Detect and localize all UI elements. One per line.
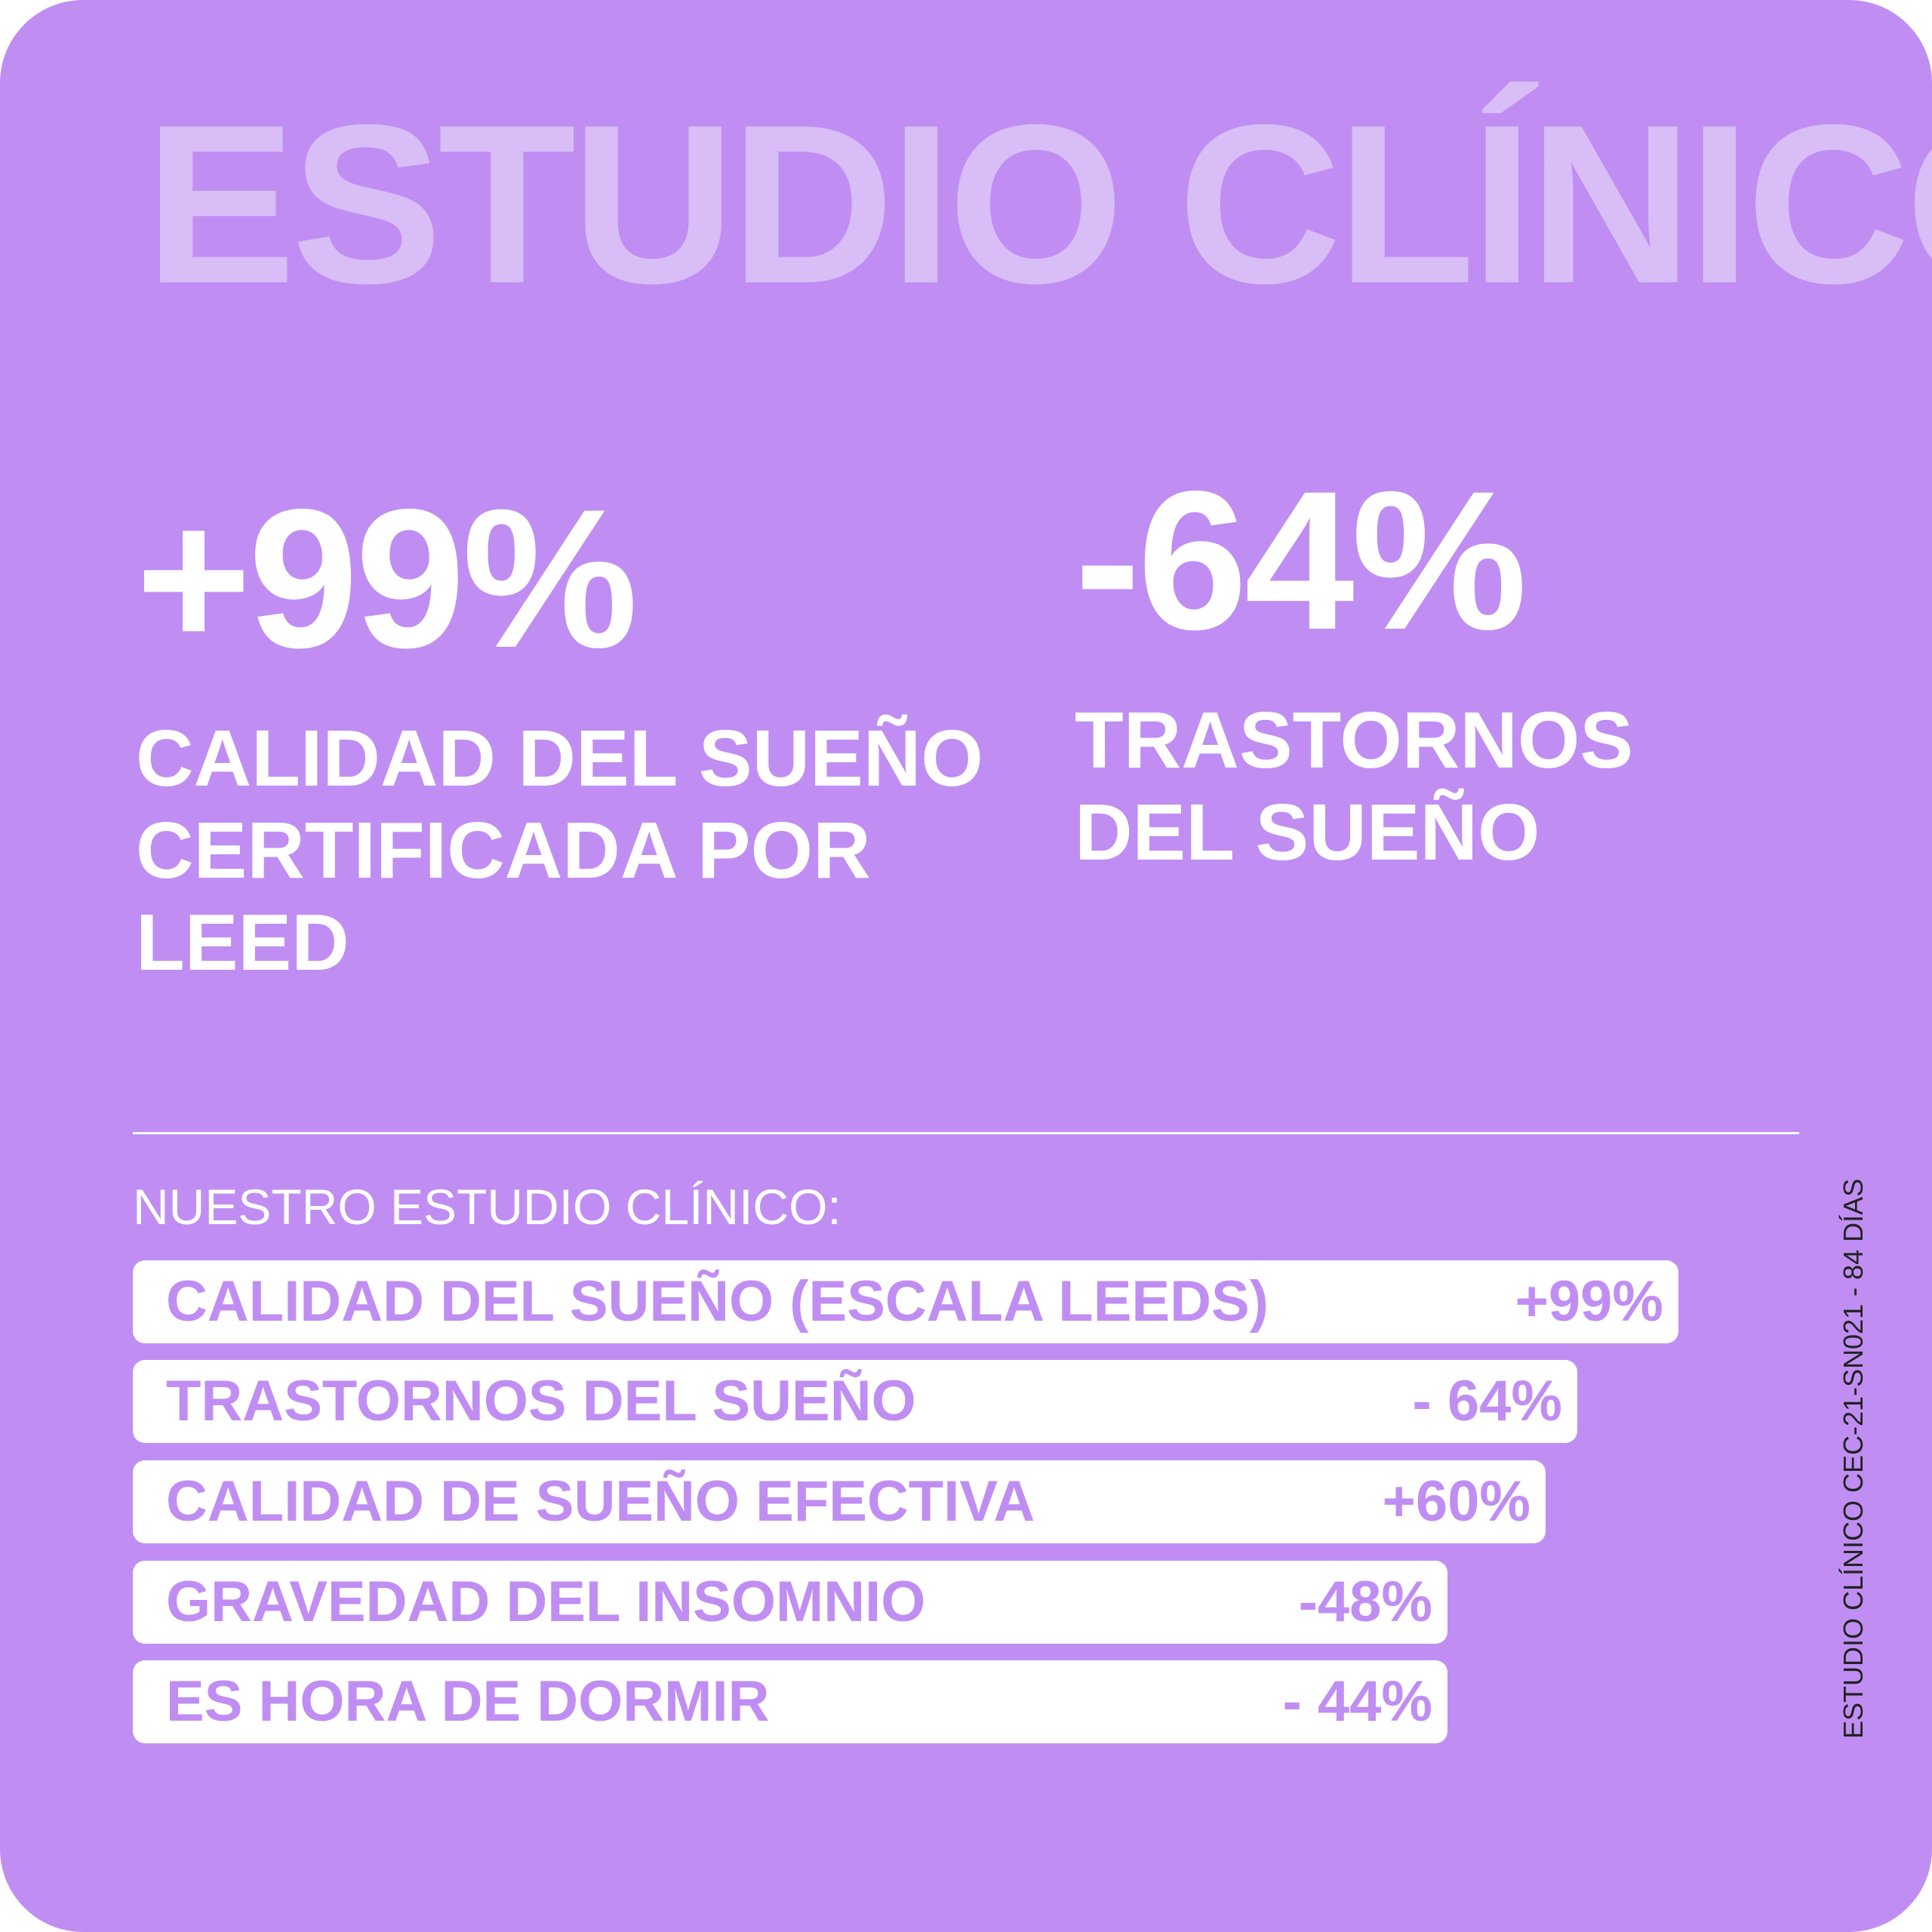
highlight-value: +99% xyxy=(136,468,638,689)
result-label: ES HORA DE DORMIR xyxy=(166,1669,770,1734)
highlight-label: TRASTORNOS DEL SUEÑO xyxy=(1075,696,1634,877)
result-label: TRASTORNOS DEL SUEÑO xyxy=(166,1369,916,1433)
result-row-insomnia-severity: GRAVEDAD DEL INSOMNIO -48% xyxy=(133,1561,1447,1644)
result-row-sleep-quality-leeds: CALIDAD DEL SUEÑO (ESCALA LEEDS) +99% xyxy=(133,1260,1678,1343)
result-value: +99% xyxy=(1515,1269,1664,1334)
result-row-bedtime: ES HORA DE DORMIR - 44% xyxy=(133,1660,1447,1743)
result-label: CALIDAD DE SUEÑO EFECTIVA xyxy=(166,1469,1035,1534)
result-value: +60% xyxy=(1382,1469,1531,1534)
highlight-value: -64% xyxy=(1075,450,1527,671)
highlight-sleep-quality: +99% CALIDAD DEL SUEÑO CERTIFICADA POR L… xyxy=(136,480,983,989)
page-title: ESTUDIO CLÍNICO xyxy=(145,77,1932,331)
result-row-sleep-disorders: TRASTORNOS DEL SUEÑO - 64% xyxy=(133,1360,1577,1443)
highlight-label: CALIDAD DEL SUEÑO CERTIFICADA POR LEED xyxy=(136,714,983,987)
result-label: CALIDAD DEL SUEÑO (ESCALA LEEDS) xyxy=(166,1269,1269,1334)
highlight-sleep-disorders: -64% TRASTORNOS DEL SUEÑO xyxy=(1075,462,1633,878)
study-reference-note: ESTUDIO CLÍNICO CEC-21-SN021 - 84 DÍAS xyxy=(1838,1178,1869,1739)
section-heading: NUESTRO ESTUDIO CLÍNICO: xyxy=(133,1179,841,1235)
result-value: - 44% xyxy=(1282,1669,1432,1734)
divider xyxy=(133,1132,1799,1134)
result-row-effective-sleep-quality: CALIDAD DE SUEÑO EFECTIVA +60% xyxy=(133,1460,1546,1543)
result-label: GRAVEDAD DEL INSOMNIO xyxy=(166,1570,926,1634)
result-value: - 64% xyxy=(1412,1369,1562,1433)
result-value: -48% xyxy=(1298,1570,1432,1634)
